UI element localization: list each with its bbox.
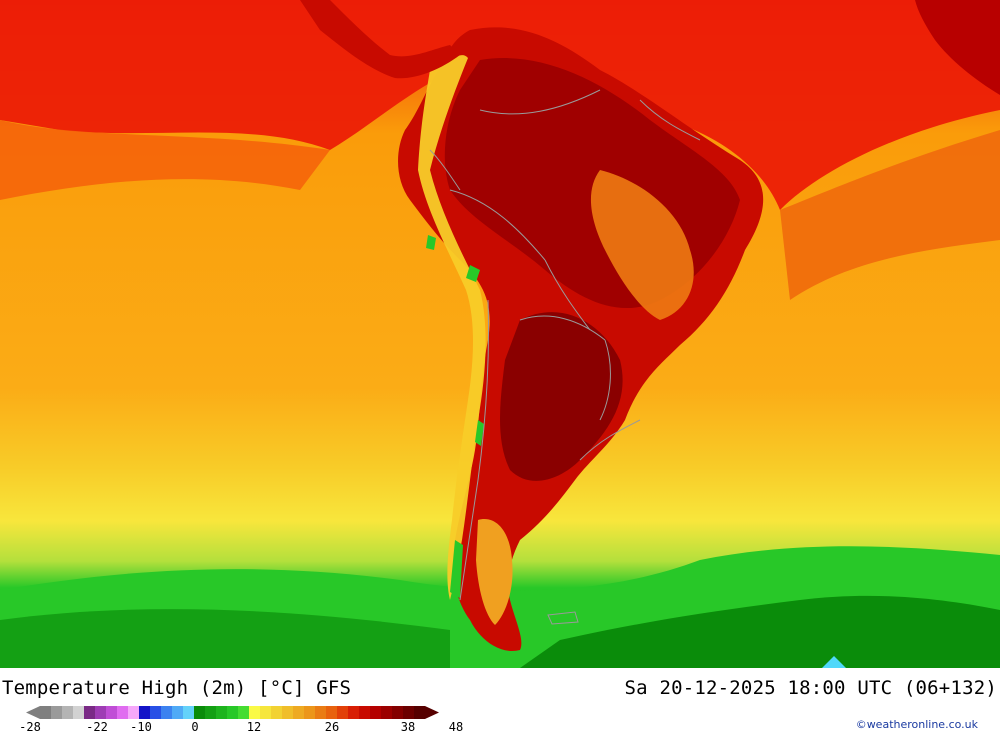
- legend-tick-label: -28: [19, 720, 41, 733]
- legend-swatch: [238, 706, 249, 719]
- country-borders: [429, 89, 701, 601]
- legend-swatch: [73, 706, 84, 719]
- legend-swatch: [216, 706, 227, 719]
- legend-tick-label: 0: [191, 720, 198, 733]
- legend-tick-label: 12: [247, 720, 261, 733]
- falkland-islands: [547, 611, 579, 625]
- legend-swatch: [282, 706, 293, 719]
- legend-swatch: [139, 706, 150, 719]
- legend-swatch: [172, 706, 183, 719]
- legend-swatch: [260, 706, 271, 719]
- andes-green-spots: [426, 235, 484, 598]
- central-america-land: [300, 0, 460, 79]
- legend-swatch: [304, 706, 315, 719]
- legend-swatch: [337, 706, 348, 719]
- legend-swatch: [359, 706, 370, 719]
- map-footer: Temperature High (2m) [°C] GFS Sa 20-12-…: [0, 668, 1000, 733]
- legend-swatch: [183, 706, 194, 719]
- legend-swatch: [84, 706, 95, 719]
- east-atlantic-red: [780, 130, 1000, 300]
- legend-swatch: [205, 706, 216, 719]
- legend-tick-label: 26: [325, 720, 339, 733]
- southern-dark-green: [520, 595, 1000, 668]
- legend-tick-label: 48: [449, 720, 463, 733]
- patagonia-orange: [476, 519, 513, 625]
- legend-swatch: [62, 706, 73, 719]
- legend-swatch: [326, 706, 337, 719]
- legend-swatch: [128, 706, 139, 719]
- temperature-map: [0, 0, 1000, 668]
- legend-arrow-low: [26, 706, 40, 719]
- tropical-red-band: [0, 0, 1000, 210]
- southern-mid-green: [0, 609, 450, 668]
- legend-swatch: [51, 706, 62, 719]
- antarctic-tip-marker: [822, 656, 846, 668]
- legend-swatch: [271, 706, 282, 719]
- legend-swatch: [227, 706, 238, 719]
- legend-swatch: [249, 706, 260, 719]
- legend-swatch: [95, 706, 106, 719]
- chaco-dark-red: [500, 312, 623, 481]
- legend-swatch: [348, 706, 359, 719]
- brazil-plateau-orange: [590, 170, 694, 320]
- legend-swatch: [194, 706, 205, 719]
- legend-swatch: [117, 706, 128, 719]
- map-title: Temperature High (2m) [°C] GFS: [2, 677, 352, 699]
- legend-swatch: [381, 706, 392, 719]
- forecast-datetime: Sa 20-12-2025 18:00 UTC (06+132): [624, 677, 997, 699]
- africa-corner: [915, 0, 1000, 95]
- legend-swatch: [161, 706, 172, 719]
- legend-arrow-high: [425, 706, 439, 719]
- legend-swatch: [106, 706, 117, 719]
- tropical-red-orange-band: [0, 120, 330, 200]
- legend-tick-label: 38: [401, 720, 415, 733]
- legend-swatch: [403, 706, 414, 719]
- legend-swatch: [370, 706, 381, 719]
- copyright-link[interactable]: ©weatheronline.co.uk: [855, 718, 978, 731]
- legend-tick-label: -10: [130, 720, 152, 733]
- andes-yellow-strip: [418, 55, 486, 600]
- legend-swatch: [315, 706, 326, 719]
- legend-swatch: [150, 706, 161, 719]
- legend-swatch: [392, 706, 403, 719]
- legend-swatch: [293, 706, 304, 719]
- color-legend: -28 -22 -10 0 12 26 38 48: [19, 706, 463, 733]
- legend-swatch: [414, 706, 425, 719]
- legend-swatch: [40, 706, 51, 719]
- legend-tick-label: -22: [86, 720, 108, 733]
